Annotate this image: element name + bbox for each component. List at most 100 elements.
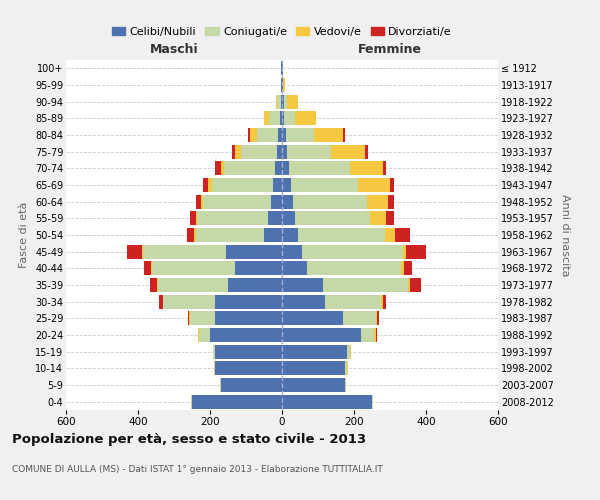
Bar [282, 261, 307, 276]
Bar [284, 94, 287, 109]
Bar [142, 244, 143, 259]
Bar [188, 311, 190, 326]
Bar [197, 211, 268, 226]
Bar [221, 162, 224, 175]
Bar [307, 261, 401, 276]
Bar [281, 62, 282, 76]
Bar [277, 94, 281, 109]
Bar [388, 194, 394, 209]
Bar [282, 62, 283, 76]
Bar [381, 294, 383, 308]
Bar [331, 144, 365, 159]
Bar [281, 78, 282, 92]
Bar [410, 278, 421, 292]
Bar [283, 78, 285, 92]
Bar [376, 311, 377, 326]
Bar [282, 394, 372, 409]
Text: Maschi: Maschi [149, 43, 199, 56]
Bar [383, 162, 386, 175]
Bar [367, 194, 388, 209]
Bar [257, 128, 278, 142]
Bar [248, 128, 250, 142]
Bar [278, 128, 282, 142]
Bar [196, 211, 197, 226]
Bar [151, 261, 152, 276]
Bar [273, 178, 282, 192]
Bar [374, 328, 376, 342]
Bar [343, 128, 345, 142]
Bar [250, 128, 257, 142]
Bar [282, 361, 345, 376]
Bar [345, 378, 346, 392]
Bar [220, 378, 221, 392]
Bar [282, 178, 291, 192]
Bar [190, 211, 196, 226]
Bar [390, 178, 394, 192]
Bar [203, 178, 208, 192]
Bar [191, 394, 192, 409]
Bar [376, 328, 377, 342]
Bar [215, 311, 282, 326]
Bar [282, 128, 286, 142]
Bar [361, 328, 374, 342]
Bar [401, 261, 404, 276]
Bar [314, 128, 343, 142]
Legend: Celibi/Nubili, Coniugati/e, Vedovi/e, Divorziati/e: Celibi/Nubili, Coniugati/e, Vedovi/e, Di… [112, 27, 452, 37]
Bar [212, 344, 215, 359]
Bar [143, 244, 226, 259]
Bar [226, 244, 282, 259]
Bar [383, 294, 386, 308]
Bar [408, 278, 410, 292]
Bar [291, 178, 358, 192]
Bar [159, 294, 163, 308]
Bar [365, 144, 368, 159]
Bar [282, 78, 283, 92]
Bar [404, 261, 412, 276]
Bar [403, 244, 406, 259]
Bar [203, 194, 271, 209]
Bar [194, 228, 196, 242]
Text: Popolazione per età, sesso e stato civile - 2013: Popolazione per età, sesso e stato civil… [12, 432, 366, 446]
Bar [150, 278, 157, 292]
Bar [282, 228, 298, 242]
Bar [345, 361, 347, 376]
Bar [370, 211, 386, 226]
Bar [196, 194, 201, 209]
Bar [232, 144, 235, 159]
Bar [282, 244, 302, 259]
Bar [158, 278, 228, 292]
Y-axis label: Fasce di età: Fasce di età [19, 202, 29, 268]
Bar [282, 294, 325, 308]
Bar [282, 144, 287, 159]
Bar [201, 194, 203, 209]
Bar [192, 394, 282, 409]
Bar [228, 278, 282, 292]
Bar [280, 112, 282, 126]
Bar [350, 344, 351, 359]
Bar [282, 211, 295, 226]
Bar [224, 162, 275, 175]
Bar [269, 112, 280, 126]
Y-axis label: Anni di nascita: Anni di nascita [560, 194, 571, 276]
Bar [295, 112, 316, 126]
Bar [282, 311, 343, 326]
Bar [215, 361, 282, 376]
Bar [298, 228, 385, 242]
Bar [196, 228, 264, 242]
Bar [275, 162, 282, 175]
Bar [282, 278, 323, 292]
Bar [372, 394, 373, 409]
Bar [198, 328, 199, 342]
Text: COMUNE DI AULLA (MS) - Dati ISTAT 1° gennaio 2013 - Elaborazione TUTTITALIA.IT: COMUNE DI AULLA (MS) - Dati ISTAT 1° gen… [12, 466, 383, 474]
Bar [323, 278, 408, 292]
Bar [214, 361, 215, 376]
Bar [212, 178, 273, 192]
Bar [289, 162, 350, 175]
Bar [187, 228, 194, 242]
Bar [277, 144, 282, 159]
Bar [386, 211, 394, 226]
Bar [284, 112, 295, 126]
Bar [264, 112, 269, 126]
Bar [295, 211, 370, 226]
Bar [275, 94, 277, 109]
